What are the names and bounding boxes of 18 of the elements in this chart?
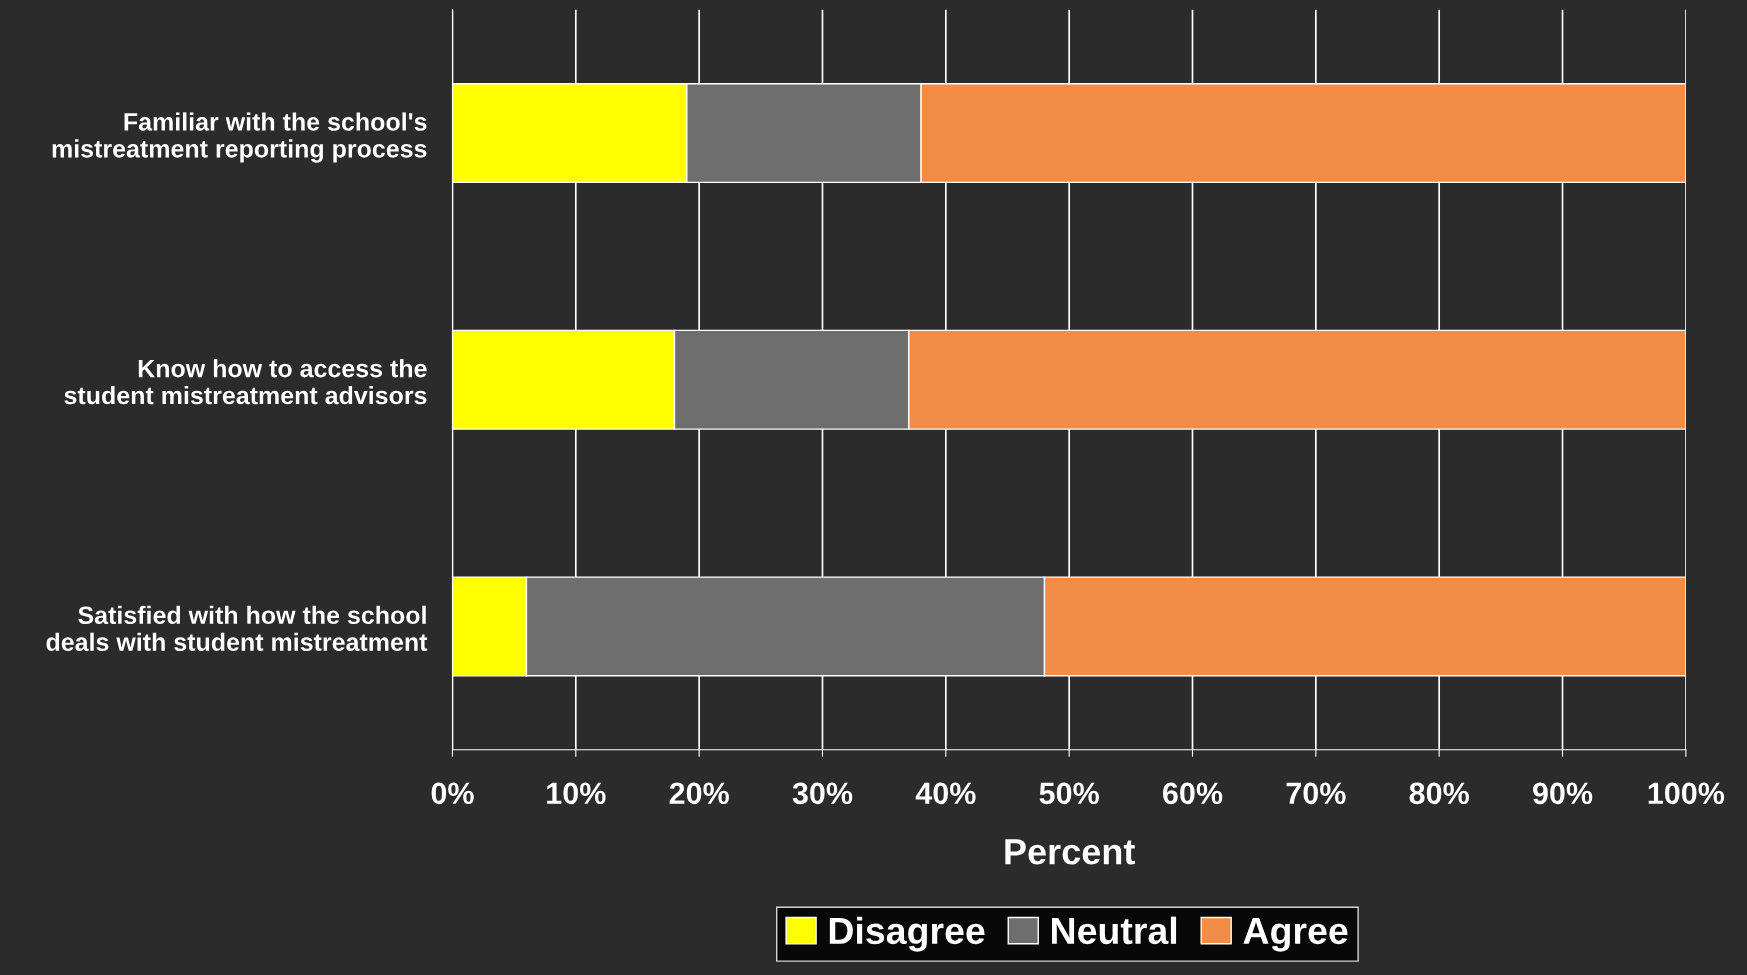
- legend-label: Agree: [1243, 918, 1348, 952]
- y-tick-label: Know how to access the student mistreatment advisors: [64, 359, 427, 405]
- x-tick-label: 80%: [1409, 782, 1469, 805]
- x-tick-label: 10%: [547, 782, 606, 805]
- x-axis-title: Percent: [1005, 839, 1135, 865]
- x-tick-label: 40%: [915, 782, 976, 805]
- legend-label: Disagree: [829, 916, 985, 952]
- y-tick-label: Familiar with the school's mistreatment reporting process: [52, 112, 427, 163]
- x-tick-label: 90%: [1533, 782, 1593, 805]
- y-tick-label: Satisfied with how the school deals with student mistreatment: [46, 605, 428, 652]
- x-tick-label: 100%: [1648, 782, 1725, 805]
- x-tick-label: 60%: [1163, 782, 1223, 805]
- x-tick-label: 0%: [431, 782, 474, 805]
- x-tick-label: 70%: [1286, 782, 1346, 805]
- x-tick-label: 30%: [792, 782, 853, 805]
- x-tick-label: 50%: [1039, 782, 1099, 805]
- x-tick-label: 20%: [669, 782, 729, 805]
- legend-label: Neutral: [1052, 916, 1177, 945]
